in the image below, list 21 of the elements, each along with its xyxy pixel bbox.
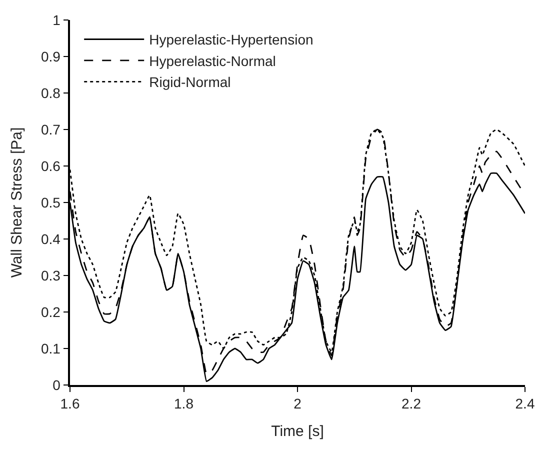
- y-tick-label: 0.8: [40, 84, 61, 101]
- y-tick-label: 0.9: [40, 48, 61, 64]
- y-axis-title: Wall Shear Stress [Pa]: [8, 127, 26, 278]
- y-tick-label: 0.3: [40, 267, 61, 284]
- y-tick-label: 0.1: [40, 340, 61, 356]
- legend-label: Rigid-Normal: [149, 74, 231, 90]
- y-tick-label: 1: [52, 12, 61, 28]
- x-axis-title: Time [s]: [271, 423, 324, 440]
- x-tick-label: 2: [294, 396, 302, 412]
- x-tick-label: 2.4: [515, 396, 535, 412]
- legend-label: Hyperelastic-Hypertension: [149, 32, 314, 48]
- x-tick-label: 1.8: [174, 396, 194, 412]
- x-tick-label: 1.6: [60, 396, 80, 412]
- y-tick-label: 0.6: [40, 158, 61, 174]
- y-tick-label: 0: [52, 376, 61, 393]
- x-tick-label: 2.2: [402, 396, 422, 412]
- y-tick-label: 0.4: [40, 230, 61, 247]
- y-tick-label: 0.2: [40, 304, 61, 320]
- y-tick-label: 0.5: [40, 194, 61, 210]
- y-tick-label: 0.7: [40, 121, 61, 138]
- legend-label: Hyperelastic-Normal: [149, 52, 276, 69]
